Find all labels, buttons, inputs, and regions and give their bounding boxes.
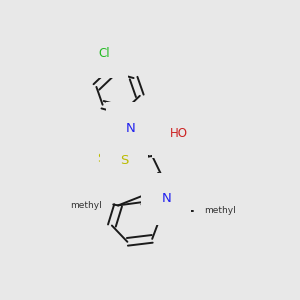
Text: methyl: methyl bbox=[70, 201, 102, 210]
Text: S: S bbox=[97, 152, 105, 165]
Text: S: S bbox=[120, 154, 128, 167]
Text: H: H bbox=[180, 174, 189, 187]
Text: N: N bbox=[161, 192, 171, 206]
Text: Cl: Cl bbox=[98, 47, 110, 60]
Text: N: N bbox=[126, 122, 135, 135]
Text: methyl: methyl bbox=[205, 206, 236, 215]
Text: HO: HO bbox=[169, 127, 188, 140]
